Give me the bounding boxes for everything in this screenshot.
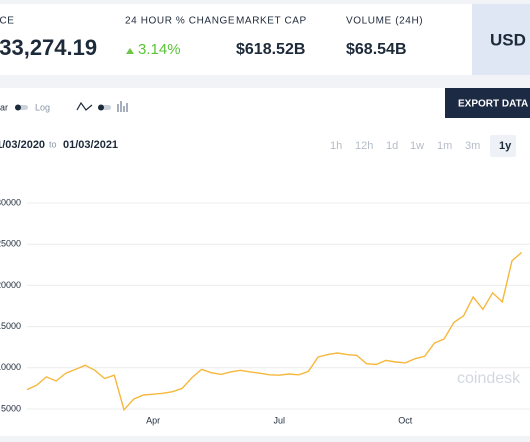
range-button[interactable]: 1d — [386, 140, 398, 152]
market-cap: $618.52B — [236, 41, 305, 58]
y-tick-label: 25000 — [0, 239, 21, 249]
range-button[interactable]: 1w — [410, 140, 424, 152]
line-icon[interactable] — [76, 101, 93, 111]
change-label: 24 HOUR % CHANGE — [125, 16, 235, 27]
up-arrow — [126, 48, 134, 54]
bar-icon[interactable] — [117, 101, 128, 112]
y-tick-label: 15000 — [0, 321, 21, 331]
linear-option[interactable]: Linear — [0, 102, 8, 112]
date-sep: to — [49, 139, 57, 149]
x-tick-label: Apr — [146, 415, 160, 425]
selected-range — [490, 135, 516, 157]
volume: $68.54B — [346, 41, 407, 58]
date-from[interactable]: 01/03/2020 — [0, 139, 45, 151]
chart-card — [0, 88, 530, 436]
y-tick-label: 5000 — [1, 403, 21, 413]
date-to[interactable]: 01/03/2021 — [63, 139, 118, 151]
currency[interactable]: USD — [490, 30, 526, 49]
y-tick-label: 30000 — [0, 197, 21, 207]
stats-card — [0, 4, 530, 75]
range-button[interactable]: 3m — [465, 140, 480, 152]
range-button[interactable]: 1m — [437, 140, 452, 152]
price-line — [26, 251, 523, 412]
range-button[interactable]: 1h — [330, 140, 342, 152]
toggle-knob — [98, 104, 104, 111]
y-tick-label: 10000 — [0, 362, 21, 372]
change: 3.14% — [138, 41, 181, 58]
export-button[interactable] — [445, 88, 530, 118]
market-cap-label: MARKET CAP — [236, 16, 307, 27]
price-label: PRICE — [0, 16, 15, 27]
x-tick-label: Jul — [273, 415, 285, 425]
watermark: coindesk — [457, 370, 521, 387]
log-option[interactable]: Log — [35, 102, 50, 112]
y-tick-label: 20000 — [0, 280, 21, 290]
export-label[interactable]: EXPORT DATA — [458, 99, 528, 110]
volume-label: VOLUME (24H) — [346, 16, 423, 27]
x-tick-label: Oct — [398, 415, 413, 425]
range-button[interactable]: 12h — [355, 140, 373, 152]
currency-box[interactable] — [472, 4, 530, 75]
range-button[interactable]: 1y — [499, 140, 512, 152]
toggle-knob — [15, 104, 21, 111]
price: $33,274.19 — [0, 35, 97, 60]
